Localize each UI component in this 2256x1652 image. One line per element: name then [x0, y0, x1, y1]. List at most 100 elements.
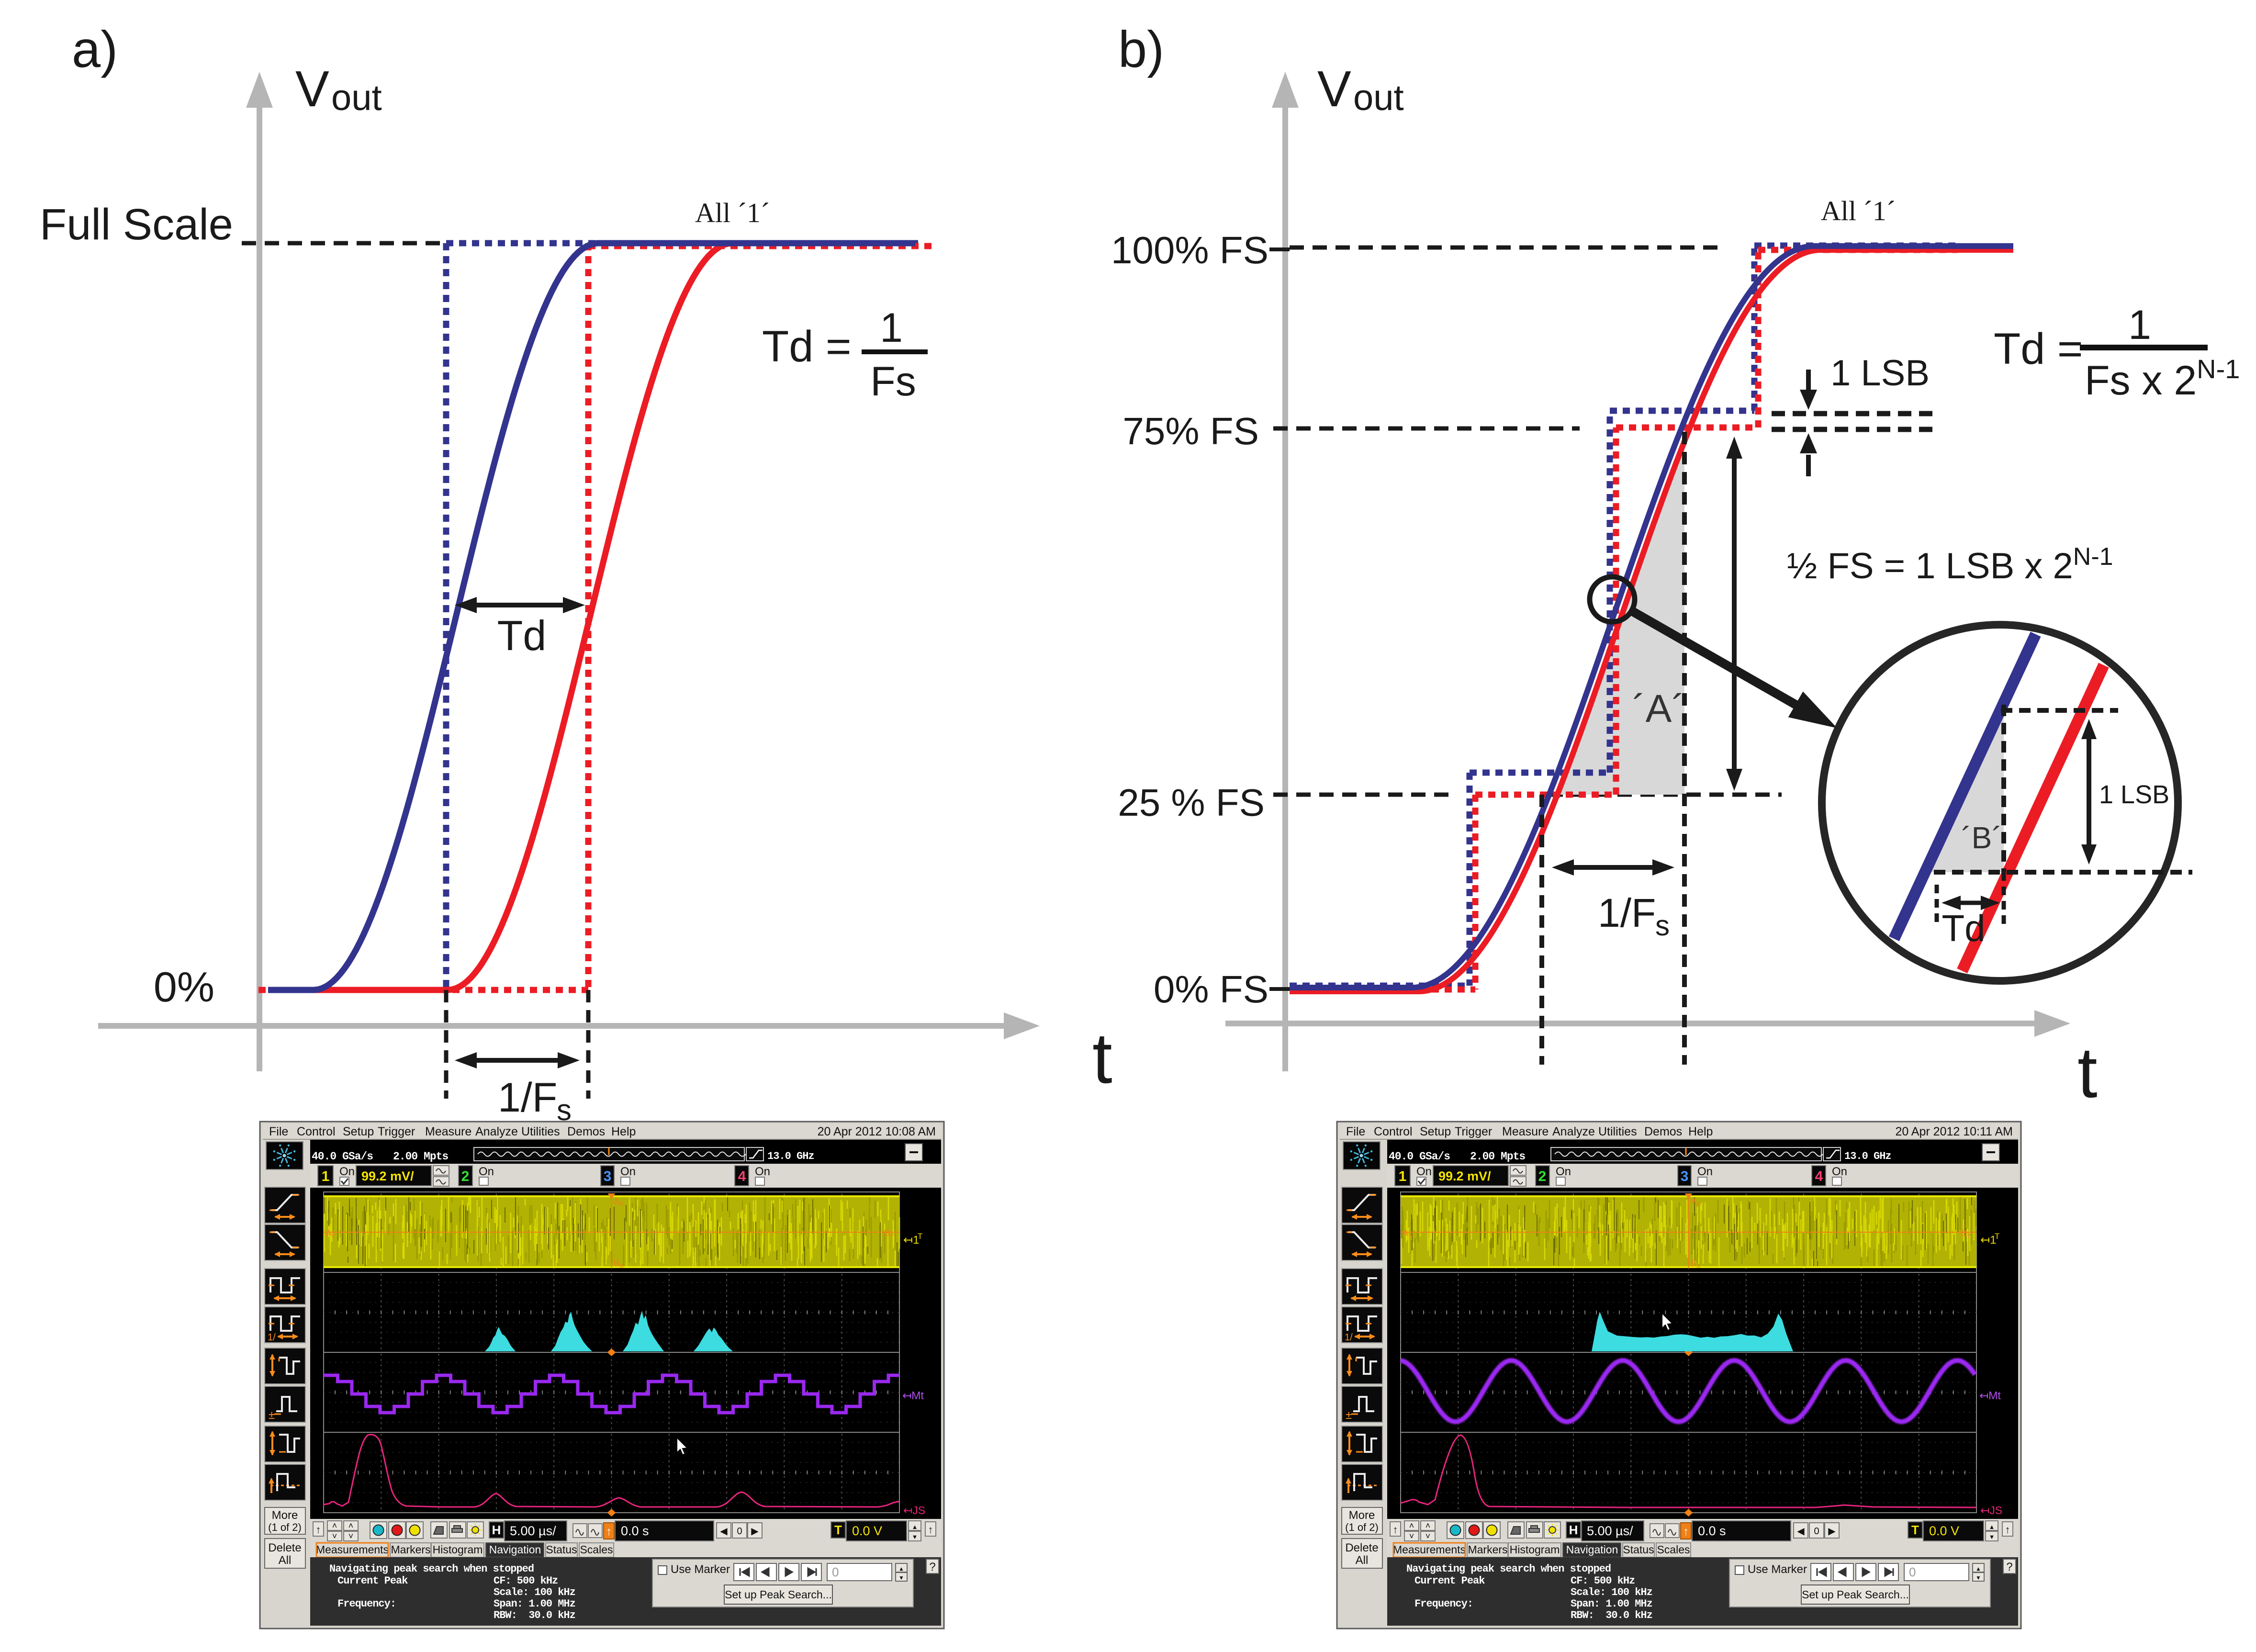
svg-text:Trigger: Trigger	[1455, 1125, 1492, 1138]
svg-text:Navigation: Navigation	[1566, 1543, 1618, 1556]
svg-text:Scale: 100 kHz: Scale: 100 kHz	[494, 1586, 575, 1598]
svg-text:Control: Control	[1374, 1125, 1413, 1138]
svg-text:20 Apr 2012 10:08 AM: 20 Apr 2012 10:08 AM	[818, 1125, 936, 1138]
svg-text:X: X	[619, 1200, 624, 1207]
svg-text:On: On	[1416, 1165, 1432, 1178]
svg-text:X: X	[619, 1262, 624, 1270]
svg-text:↤JS: ↤JS	[903, 1504, 925, 1517]
svg-text:All: All	[1356, 1554, 1369, 1567]
svg-text:Navigation: Navigation	[489, 1543, 541, 1556]
svg-text:Frequency:: Frequency:	[1414, 1598, 1473, 1610]
svg-text:1: 1	[1399, 1169, 1407, 1184]
svg-text:1/F: 1/F	[1598, 890, 1656, 935]
svg-text:Control: Control	[297, 1125, 336, 1138]
svg-text:A: A	[325, 1228, 331, 1238]
svg-text:File: File	[1346, 1125, 1365, 1138]
svg-text:0: 0	[1909, 1565, 1916, 1579]
svg-text:Set up Peak Search...: Set up Peak Search...	[725, 1588, 832, 1601]
svg-text:?: ?	[929, 1561, 935, 1573]
svg-text:Y: Y	[890, 1232, 894, 1239]
svg-text:A: A	[1403, 1228, 1408, 1238]
svg-text:▼: ▼	[898, 1574, 904, 1581]
svg-text:1: 1	[322, 1169, 330, 1184]
svg-text:0.0 V: 0.0 V	[1929, 1524, 1959, 1538]
svg-text:´A´: ´A´	[1632, 687, 1684, 730]
svg-text:↑: ↑	[1683, 1525, 1689, 1538]
svg-text:Measurements: Measurements	[316, 1543, 389, 1556]
svg-text:T: T	[834, 1523, 842, 1537]
svg-text:2.00 Mpts: 2.00 Mpts	[1470, 1150, 1525, 1163]
svg-text:13.0 GHz: 13.0 GHz	[767, 1150, 814, 1162]
svg-text:A: A	[614, 1196, 619, 1206]
svg-text:▼: ▼	[912, 1533, 918, 1540]
svg-text:▲: ▲	[1975, 1565, 1981, 1572]
svg-text:More: More	[272, 1509, 298, 1522]
svg-text:Fs: Fs	[870, 359, 916, 405]
svg-text:˄: ˄	[1425, 1521, 1431, 1530]
svg-text:On: On	[479, 1165, 494, 1178]
svg-text:Status: Status	[1623, 1543, 1654, 1556]
svg-text:1: 1	[880, 305, 903, 351]
svg-text:Demos: Demos	[1644, 1125, 1682, 1138]
svg-text:Td: Td	[1942, 907, 1985, 949]
svg-text:↑: ↑	[316, 1524, 321, 1536]
svg-text:Utilities: Utilities	[1598, 1125, 1637, 1138]
svg-text:Scales: Scales	[580, 1543, 613, 1556]
svg-text:▲: ▲	[912, 1523, 918, 1530]
svg-text:3: 3	[604, 1169, 612, 1184]
svg-text:V: V	[295, 61, 329, 117]
svg-text:2.00 Mpts: 2.00 Mpts	[393, 1150, 448, 1163]
svg-text:t: t	[1092, 1018, 1112, 1098]
svg-text:1/F: 1/F	[498, 1075, 557, 1121]
svg-text:Help: Help	[1688, 1125, 1713, 1138]
svg-text:Scale: 100 kHz: Scale: 100 kHz	[1571, 1586, 1652, 1598]
svg-text:Delete: Delete	[1345, 1541, 1378, 1554]
svg-text:out: out	[331, 78, 382, 118]
svg-text:↑: ↑	[1393, 1524, 1398, 1536]
svg-text:Span: 1.00 MHz: Span: 1.00 MHz	[1571, 1598, 1652, 1610]
svg-text:T: T	[918, 1232, 922, 1241]
svg-text:▶: ▶	[751, 1526, 759, 1537]
svg-text:˄: ˄	[332, 1521, 337, 1530]
svg-text:Status: Status	[546, 1543, 577, 1556]
svg-text:More: More	[1349, 1509, 1375, 1522]
svg-text:75% FS: 75% FS	[1122, 410, 1259, 452]
svg-text:±: ±	[1346, 1409, 1352, 1422]
svg-text:0%: 0%	[154, 963, 214, 1011]
svg-text:0: 0	[737, 1526, 742, 1537]
svg-text:H: H	[1569, 1523, 1578, 1537]
svg-text:Navigating peak search when st: Navigating peak search when stopped	[1406, 1563, 1611, 1575]
svg-text:All: All	[279, 1554, 292, 1567]
svg-text:B: B	[1691, 1259, 1696, 1268]
svg-text:Help: Help	[611, 1125, 636, 1138]
svg-text:2: 2	[461, 1169, 470, 1184]
svg-text:A: A	[1691, 1196, 1696, 1206]
svg-text:0: 0	[1814, 1526, 1819, 1537]
svg-text:Set up Peak Search...: Set up Peak Search...	[1802, 1588, 1909, 1601]
svg-text:13.0 GHz: 13.0 GHz	[1844, 1150, 1891, 1162]
svg-text:↑: ↑	[2005, 1524, 2010, 1536]
svg-text:Frequency:: Frequency:	[337, 1598, 396, 1610]
svg-text:0.0 s: 0.0 s	[1698, 1524, 1726, 1538]
svg-text:On: On	[620, 1165, 636, 1178]
svg-text:Navigating peak search when st: Navigating peak search when stopped	[329, 1563, 534, 1575]
svg-text:▶: ▶	[1828, 1526, 1836, 1537]
svg-text:1 LSB: 1 LSB	[1830, 353, 1930, 393]
svg-text:On: On	[1832, 1165, 1847, 1178]
svg-text:˅: ˅	[348, 1531, 354, 1541]
svg-text:▼: ▼	[1989, 1533, 1995, 1540]
svg-text:T: T	[1995, 1232, 1999, 1241]
svg-text:4: 4	[1815, 1169, 1823, 1184]
svg-text:↤Mt: ↤Mt	[902, 1389, 924, 1402]
svg-text:3: 3	[1681, 1169, 1689, 1184]
svg-text:(1 of 2): (1 of 2)	[268, 1521, 302, 1533]
svg-text:Measure: Measure	[1502, 1125, 1549, 1138]
svg-text:˄: ˄	[348, 1521, 354, 1530]
svg-text:H: H	[492, 1523, 501, 1537]
svg-text:25 % FS: 25 % FS	[1118, 781, 1265, 824]
svg-text:Td =: Td =	[762, 322, 852, 371]
svg-text:Markers: Markers	[391, 1543, 430, 1556]
svg-text:0: 0	[832, 1565, 839, 1579]
svg-text:B: B	[614, 1259, 619, 1268]
svg-text:Analyze: Analyze	[475, 1125, 518, 1138]
